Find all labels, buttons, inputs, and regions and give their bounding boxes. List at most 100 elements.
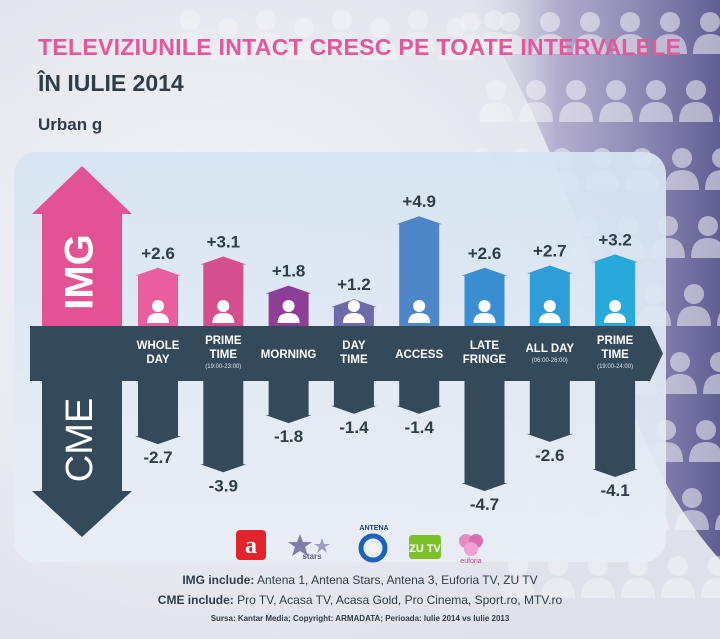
person-silhouette bbox=[211, 18, 245, 60]
img-bar bbox=[461, 267, 508, 326]
source-note: Sursa: Kantar Media; Copyright: ARMADATA… bbox=[210, 614, 510, 623]
euforia-logo: euforia bbox=[459, 534, 483, 565]
person-silhouette bbox=[479, 80, 513, 122]
cme-legend-value: Pro TV, Acasa TV, Acasa Gold, Pro Cinema… bbox=[237, 593, 563, 607]
person-silhouette bbox=[401, 10, 435, 52]
category-note: (06:00-26:00) bbox=[532, 358, 568, 364]
euforia-logo-text: euforia bbox=[460, 558, 482, 565]
category-label: TIME bbox=[340, 354, 368, 366]
img-legend-value: Antena 1, Antena Stars, Antena 3, Eufori… bbox=[257, 573, 538, 587]
category-label: MORNING bbox=[261, 349, 317, 361]
img-bar bbox=[200, 256, 247, 326]
cme-bar bbox=[526, 381, 573, 442]
cme-bar bbox=[396, 381, 443, 414]
person-silhouette bbox=[613, 12, 647, 54]
img-bar bbox=[526, 265, 573, 326]
cme-bar bbox=[330, 381, 377, 414]
axis-band bbox=[30, 326, 663, 381]
person-silhouette bbox=[661, 556, 695, 598]
antena1-logo: a bbox=[236, 530, 266, 560]
cme-value-label: -3.9 bbox=[209, 476, 238, 495]
chart-title-line2: ÎN IULIE 2014 bbox=[38, 70, 184, 96]
category-label: LATE bbox=[470, 340, 500, 352]
zutv-logo-text: ZU TV bbox=[409, 543, 441, 555]
person-silhouette bbox=[363, 18, 397, 60]
antena-stars-logo-text: stars bbox=[302, 552, 322, 561]
cme-value-label: -1.8 bbox=[274, 427, 303, 446]
category-label: PRIME bbox=[205, 335, 242, 347]
person-icon bbox=[473, 300, 496, 323]
person-silhouette bbox=[715, 514, 720, 530]
img-legend-key: IMG include: bbox=[182, 573, 255, 587]
category-label: DAY bbox=[342, 340, 366, 352]
img-value-label: +1.8 bbox=[272, 262, 306, 281]
person-silhouette bbox=[287, 18, 321, 60]
img-bar bbox=[592, 254, 639, 326]
cme-legend: CME include: Pro TV, Acasa TV, Acasa Gol… bbox=[0, 593, 720, 607]
person-silhouette bbox=[701, 556, 720, 598]
person-icon bbox=[277, 300, 300, 323]
person-silhouette bbox=[717, 312, 720, 326]
cme-value-label: -4.7 bbox=[470, 495, 499, 514]
person-silhouette bbox=[675, 488, 709, 530]
img-legend: IMG include: Antena 1, Antena Stars, Ant… bbox=[0, 573, 720, 587]
cme-bar bbox=[461, 381, 508, 491]
cme-value-label: -4.1 bbox=[600, 481, 629, 500]
chart-title: TELEVIZIUNILE INTACT CRESC PE TOATE INTE… bbox=[38, 34, 682, 60]
category-label: TIME bbox=[210, 349, 238, 361]
person-silhouette bbox=[677, 284, 711, 326]
person-silhouette bbox=[705, 148, 720, 190]
img-group-label: IMG bbox=[58, 234, 102, 310]
person-icon bbox=[212, 300, 235, 323]
zutv-logo: ZU TV bbox=[409, 535, 442, 559]
cme-bar bbox=[200, 381, 247, 473]
person-icon bbox=[604, 300, 627, 323]
cme-legend-key: CME include: bbox=[157, 593, 234, 607]
category-label: FRINGE bbox=[463, 354, 507, 366]
img-big-arrow bbox=[32, 166, 132, 326]
person-icon bbox=[538, 300, 561, 323]
cme-value-label: -2.6 bbox=[535, 446, 564, 465]
cme-bar bbox=[265, 381, 312, 424]
person-silhouette bbox=[573, 12, 607, 54]
person-silhouette bbox=[689, 420, 720, 462]
img-value-label: +2.7 bbox=[533, 242, 567, 261]
category-label: ALL DAY bbox=[526, 343, 575, 355]
antena-stars-logo: stars bbox=[288, 534, 330, 561]
cme-value-label: -2.7 bbox=[143, 448, 172, 467]
person-silhouette bbox=[665, 148, 699, 190]
person-silhouette bbox=[703, 352, 720, 394]
cme-group-label: CME bbox=[59, 398, 101, 482]
category-note: (19:00-23:00) bbox=[205, 364, 241, 370]
person-silhouette bbox=[533, 12, 567, 54]
img-bar bbox=[396, 216, 443, 326]
antena3-logo-text: ANTENA bbox=[359, 525, 388, 532]
chart-subtitle: Urban g bbox=[38, 115, 103, 134]
category-note: (19:00-24:00) bbox=[597, 364, 633, 370]
person-icon bbox=[342, 300, 365, 323]
antena1-logo-text: a bbox=[245, 533, 257, 559]
antena3-logo: ANTENA bbox=[358, 525, 389, 563]
img-value-label: +2.6 bbox=[468, 244, 502, 263]
img-bar bbox=[330, 299, 377, 326]
person-icon bbox=[147, 300, 169, 323]
person-silhouette bbox=[599, 80, 633, 122]
img-value-label: +4.9 bbox=[402, 192, 436, 211]
cme-bar bbox=[135, 381, 181, 445]
person-silhouette bbox=[439, 18, 473, 60]
category-label: TIME bbox=[601, 349, 629, 361]
person-silhouette bbox=[639, 80, 673, 122]
category-label: PRIME bbox=[597, 335, 634, 347]
person-silhouette bbox=[679, 80, 713, 122]
category-label: ACCESS bbox=[395, 349, 443, 361]
category-label: WHOLE bbox=[137, 340, 180, 352]
person-silhouette bbox=[663, 352, 697, 394]
img-value-label: +1.2 bbox=[337, 275, 371, 294]
img-value-label: +3.1 bbox=[207, 233, 241, 252]
person-silhouette bbox=[477, 10, 511, 52]
person-silhouette bbox=[691, 216, 720, 258]
person-silhouette bbox=[519, 80, 553, 122]
channel-logos: a stars ANTENA ZU TV euforia bbox=[236, 525, 483, 565]
img-bar bbox=[135, 267, 181, 326]
